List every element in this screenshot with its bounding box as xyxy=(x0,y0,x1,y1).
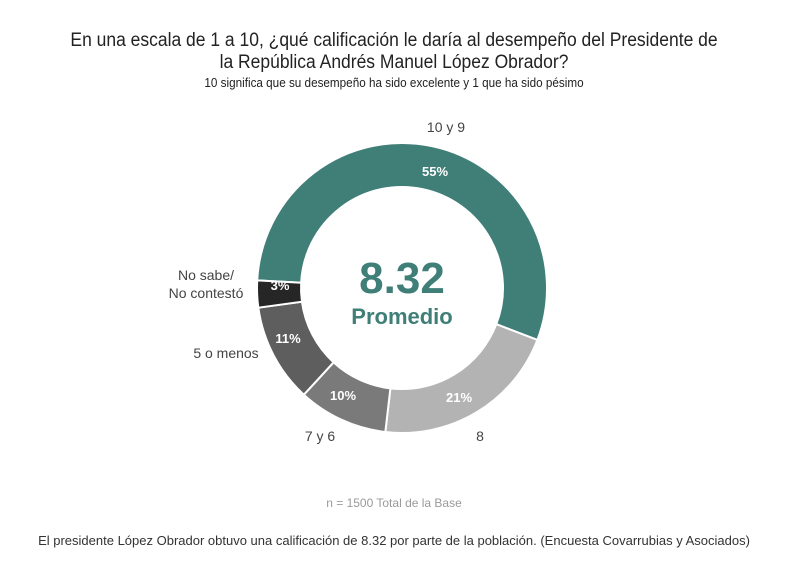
slice-category-label: No sabe/No contestó xyxy=(169,267,244,301)
slice-category-label: 8 xyxy=(476,428,484,444)
center-value: 8.32 xyxy=(359,254,445,303)
slice-percent-label: 11% xyxy=(275,331,301,346)
slice-category-label: 7 y 6 xyxy=(305,428,336,444)
donut-slice xyxy=(256,279,304,309)
chart-title: En una escala de 1 a 10, ¿qué calificaci… xyxy=(32,30,757,74)
slice-percent-label: 21% xyxy=(446,390,472,405)
image-caption: El presidente López Obrador obtuvo una c… xyxy=(38,533,750,548)
slice-category-label: 10 y 9 xyxy=(427,119,465,135)
slice-percent-label: 55% xyxy=(422,164,448,179)
donut-slice xyxy=(384,322,539,434)
base-note: n = 1500 Total de la Base xyxy=(326,496,462,510)
center-label: Promedio xyxy=(351,304,452,329)
slice-category-label: 5 o menos xyxy=(193,345,258,361)
chart-title-line1: En una escala de 1 a 10, ¿qué calificaci… xyxy=(70,30,718,51)
slice-percent-label: 10% xyxy=(330,388,356,403)
donut-slice xyxy=(256,141,548,342)
slice-percent-label: 3% xyxy=(271,278,290,293)
chart-subtitle: 10 significa que su desempeño ha sido ex… xyxy=(204,75,584,90)
chart-title-line2: la República Andrés Manuel López Obrador… xyxy=(219,52,569,73)
